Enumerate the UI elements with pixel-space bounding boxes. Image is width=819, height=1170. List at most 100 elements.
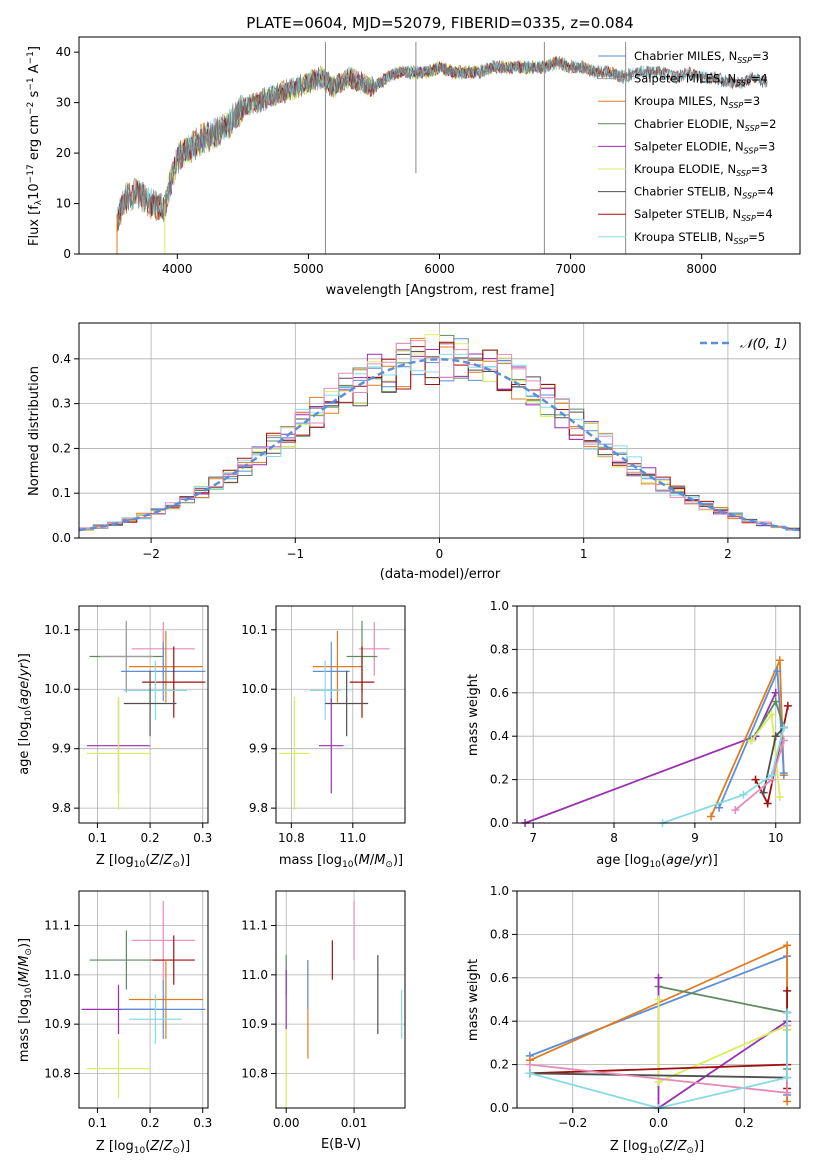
legend-label-salpeter-miles: Salpeter MILES, NSSP=4	[634, 72, 768, 88]
series-marker	[783, 941, 792, 950]
axes-frame	[275, 890, 406, 1109]
xtick-label: 0.01	[341, 1116, 368, 1130]
series-marker	[707, 812, 716, 821]
legend-label-kroupa-elodie: Kroupa ELODIE, NSSP=3	[634, 162, 768, 178]
xtick-label: 0.00	[273, 1116, 300, 1130]
series-marker	[783, 1097, 792, 1106]
age-vs-z-ylabel: age [log10(age/yr)]	[17, 653, 34, 775]
xtick-label: 10.8	[278, 831, 305, 845]
ytick-label: 11.1	[241, 919, 268, 933]
age-vs-z-xlabel: Z [log10(Z/Z⊙)]	[96, 853, 190, 870]
legend-label-salpeter-stelib: Salpeter STELIB, NSSP=4	[634, 207, 773, 223]
age-vs-z-panel: 0.1 0.2 0.3 9.8 9.9 10.0 10.1	[44, 605, 212, 845]
xtick-label: 8	[610, 831, 618, 845]
spectrum-ticks: 4000 5000 6000 7000 8000 0 10 20 30 40	[56, 45, 717, 276]
xtick-label: 9	[691, 831, 699, 845]
ytick-label: 0.0	[490, 1101, 509, 1115]
residual-ytick-label: 0.3	[52, 397, 71, 411]
series-marker	[747, 736, 756, 745]
xtick-label: 11.0	[339, 831, 366, 845]
spectrum-ytick-label: 30	[56, 96, 71, 110]
xtick-label: 7	[529, 831, 537, 845]
residual-ytick-label: 0.4	[52, 352, 71, 366]
ytick-label: 11.1	[44, 919, 71, 933]
series-line	[657, 977, 788, 1110]
series-marker	[525, 1060, 534, 1069]
ytick-label: 0.8	[490, 642, 509, 656]
residual-ytick-label: 0.2	[52, 441, 71, 455]
ytick-label: 1.0	[490, 884, 509, 898]
spectrum-panel: 4000 5000 6000 7000 8000 0 10 20 30 40 Chabrier M…	[26, 36, 801, 298]
spectrum-ytick-label: 10	[56, 197, 71, 211]
mass-vs-z-ylabel: mass [log10(M/M⊙)]	[17, 938, 34, 1062]
ytick-label: 0.8	[490, 927, 509, 941]
xtick-label: 0.1	[88, 1116, 107, 1130]
xtick-label: 10	[768, 831, 783, 845]
ytick-label: 0.6	[490, 971, 509, 985]
series-marker	[773, 667, 782, 676]
weight-vs-age-ylabel: mass weight	[466, 674, 481, 756]
residual-legend: 𝒩(0, 1)	[700, 337, 787, 352]
residual-xtick-label: 2	[724, 547, 732, 561]
age-vs-mass-panel: 10.8 11.0 9.8 9.9 10.0 10.1	[241, 605, 406, 845]
residual-histograms	[78, 334, 801, 532]
xtick-label: 0.2	[141, 831, 160, 845]
residual-ticks: −2 −1 0 1 2 0.0 0.1 0.2 0.3 0.4	[52, 352, 732, 561]
series-marker	[751, 775, 760, 784]
spectrum-xtick-label: 4000	[162, 262, 193, 276]
spectrum-ytick-label: 0	[63, 247, 71, 261]
xtick-label: −0.2	[558, 1116, 587, 1130]
spectrum-legend: Chabrier MILES, NSSP=3 Salpeter MILES, NS…	[598, 49, 776, 246]
series-marker	[783, 1088, 792, 1097]
series-marker	[739, 790, 748, 799]
ytick-label: 11.0	[241, 968, 268, 982]
series-marker	[731, 805, 740, 814]
series-marker	[759, 788, 768, 797]
age-vs-mass-xlabel: mass [log10(M/M⊙)]	[279, 853, 403, 870]
mass-vs-ebv-xlabel: E(B-V)	[321, 1137, 361, 1152]
ytick-label: 9.9	[249, 742, 268, 756]
residual-ytick-label: 0.1	[52, 486, 71, 500]
series-marker	[654, 995, 663, 1004]
series-marker	[771, 732, 780, 741]
xtick-label: 0.2	[735, 1116, 754, 1130]
spectrum-xlabel: wavelength [Angstrom, rest frame]	[326, 283, 555, 298]
series-marker	[783, 986, 792, 995]
mass-vs-z-panel: 0.1 0.2 0.3 10.8 10.9 11.0 11.1	[44, 890, 212, 1130]
legend-normal-label: 𝒩(0, 1)	[740, 337, 787, 352]
ytick-label: 0.4	[490, 1014, 509, 1028]
residual-ytick-label: 0.0	[52, 531, 71, 545]
residual-xtick-label: −1	[286, 547, 304, 561]
residual-xtick-label: 0	[436, 547, 444, 561]
spectrum-xtick-label: 8000	[686, 262, 717, 276]
xtick-label: 0.0	[649, 1116, 668, 1130]
weight-vs-z-panel: −0.2 0.0 0.2 0.0 0.2 0.4 0.6 0.8 1.0	[490, 884, 801, 1130]
weight-vs-age-xlabel: age [log10(age/yr)]	[596, 853, 718, 870]
spectrum-ytick-label: 40	[56, 45, 71, 59]
spectrum-xtick-label: 6000	[424, 262, 455, 276]
mass-vs-ebv-panel: 0.00 0.01 10.8 10.9 11.0 11.1	[241, 890, 406, 1130]
legend-label-chabrier-miles: Chabrier MILES, NSSP=3	[634, 49, 769, 65]
weight-vs-z-xlabel: Z [log10(Z/Z⊙)]	[610, 1139, 704, 1156]
series-line	[529, 1012, 788, 1109]
series-marker	[763, 799, 772, 808]
axes-frame	[78, 605, 209, 824]
series-marker	[767, 771, 776, 780]
spectrum-ylabel: Flux [fλ10−17 erg cm−2 s−1 A−1]	[26, 46, 44, 246]
residual-xtick-label: −2	[142, 547, 160, 561]
ytick-label: 0.6	[490, 686, 509, 700]
ytick-label: 10.9	[44, 1017, 71, 1031]
xtick-label: 0.2	[141, 1116, 160, 1130]
series-marker	[525, 1069, 534, 1078]
ytick-label: 11.0	[44, 968, 71, 982]
xtick-label: 0.3	[193, 1116, 212, 1130]
axes-frame	[275, 605, 406, 824]
series-marker	[779, 769, 788, 778]
series-marker	[783, 1008, 792, 1017]
ytick-label: 10.1	[44, 623, 71, 637]
residual-panel: −2 −1 0 1 2 0.0 0.1 0.2 0.3 0.4 𝒩(0, 1) (data-mod…	[27, 322, 801, 582]
series-marker	[783, 1073, 792, 1082]
figure-title: PLATE=0604, MJD=52079, FIBERID=0335, z=0…	[246, 14, 633, 32]
ytick-label: 10.8	[241, 1066, 268, 1080]
